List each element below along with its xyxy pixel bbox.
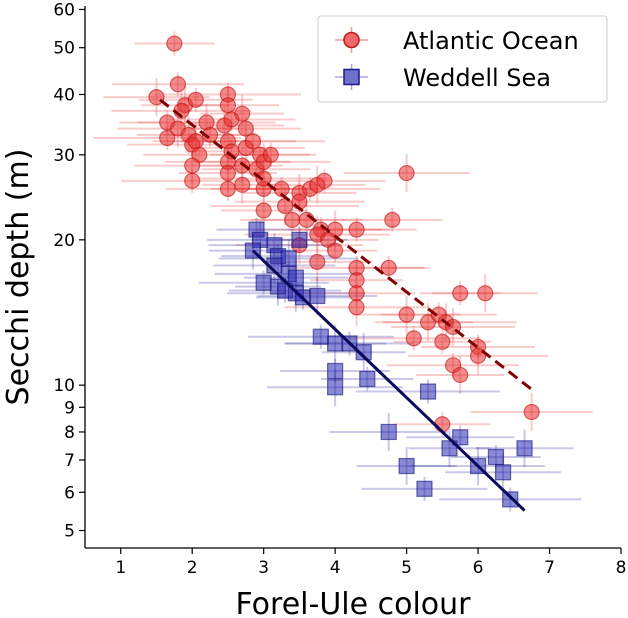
point-atlantic-62 [380,259,397,276]
y-tick-label-40: 40 [53,85,75,105]
point-atlantic-42 [316,172,333,189]
y-tick-label-10: 10 [53,376,75,396]
y-tick-label-20: 20 [53,231,75,251]
point-atlantic-37 [255,170,272,187]
point-weddell-20 [327,362,344,380]
point-weddell-23 [380,423,397,441]
x-tick-label-6: 6 [473,558,484,578]
point-weddell-31 [494,464,512,481]
fit-line-atlantic [159,98,533,391]
x-tick-label-1: 1 [115,558,126,578]
x-tick-label-5: 5 [401,558,412,578]
legend-frame [317,15,608,103]
point-weddell-16 [312,328,329,345]
point-atlantic-4 [187,91,204,108]
point-weddell-22 [359,370,376,388]
point-weddell-26 [416,480,433,497]
legend-label-atlantic: Atlantic Ocean [403,27,579,55]
point-atlantic-50 [348,221,365,238]
legend-label-weddell: Weddell Sea [403,64,551,92]
point-atlantic-55 [309,253,326,271]
point-weddell-25 [398,457,415,475]
point-atlantic-70 [452,285,469,302]
data-points [148,35,540,508]
point-weddell-10 [255,274,272,291]
point-atlantic-8 [159,129,176,147]
x-axis-label: Forel-Ule colour [235,587,471,618]
point-atlantic-31 [184,157,201,174]
point-atlantic-58 [348,285,365,302]
point-weddell-15 [309,287,326,305]
point-atlantic-30 [262,146,279,163]
point-atlantic-77 [523,403,540,421]
y-ticks: 5 6 7 8 910 20 30 40 50 60 [53,0,85,542]
x-tick-label-2: 2 [187,558,198,578]
point-atlantic-64 [405,330,422,347]
point-atlantic-17 [219,97,237,114]
y-error-bars [155,31,533,512]
point-weddell-17 [327,335,344,352]
y-tick-label-5: 5 [64,522,75,542]
point-atlantic-76 [434,416,451,433]
y-tick-label-50: 50 [53,39,75,59]
point-atlantic-44 [284,211,301,228]
point-weddell-30 [487,448,505,466]
point-atlantic-35 [234,176,251,193]
point-atlantic-63 [398,306,415,323]
y-tick-label-8: 8 [64,423,75,443]
point-weddell-32 [502,491,519,508]
x-tick-label-3: 3 [258,558,269,578]
point-atlantic-0 [166,35,183,52]
point-atlantic-11 [187,133,204,150]
point-weddell-9 [287,269,304,286]
point-weddell-19 [355,344,372,361]
y-tick-label-60: 60 [53,0,75,20]
point-atlantic-61 [398,164,415,182]
point-atlantic-46 [255,202,272,219]
point-weddell-21 [327,379,344,396]
x-tick-label-8: 8 [616,558,627,578]
point-atlantic-2 [169,76,187,93]
point-atlantic-32 [184,172,201,189]
x-ticks: 1 2 3 4 5 6 7 8 [115,548,626,578]
point-atlantic-43 [277,197,294,215]
point-atlantic-71 [477,285,494,302]
y-tick-label-30: 30 [53,146,75,166]
x-tick-label-7: 7 [544,558,555,578]
point-atlantic-20 [237,120,254,137]
point-weddell-24 [419,383,437,400]
point-atlantic-34 [219,180,237,197]
point-atlantic-73 [452,366,469,384]
legend: Atlantic Ocean Weddell Sea [317,15,608,103]
point-weddell-33 [516,440,533,457]
legend-marker-weddell [335,64,368,90]
y-tick-label-7: 7 [64,451,75,471]
y-axis-label: Secchi depth (m) [1,149,36,406]
x-tick-label-4: 4 [330,558,341,578]
point-atlantic-24 [244,133,262,150]
point-weddell-5 [280,250,297,267]
fit-line-weddell [251,249,526,512]
point-atlantic-60 [384,211,401,228]
point-atlantic-68 [434,333,451,350]
point-atlantic-33 [219,164,237,182]
y-tick-label-6: 6 [64,483,75,503]
fit-lines [159,98,533,512]
point-weddell-28 [452,429,469,446]
y-tick-label-9: 9 [64,398,75,418]
legend-marker-atlantic [335,27,368,53]
point-atlantic-54 [327,242,344,259]
point-weddell-6 [291,231,308,248]
point-atlantic-59 [348,299,365,316]
point-atlantic-19 [234,105,251,122]
